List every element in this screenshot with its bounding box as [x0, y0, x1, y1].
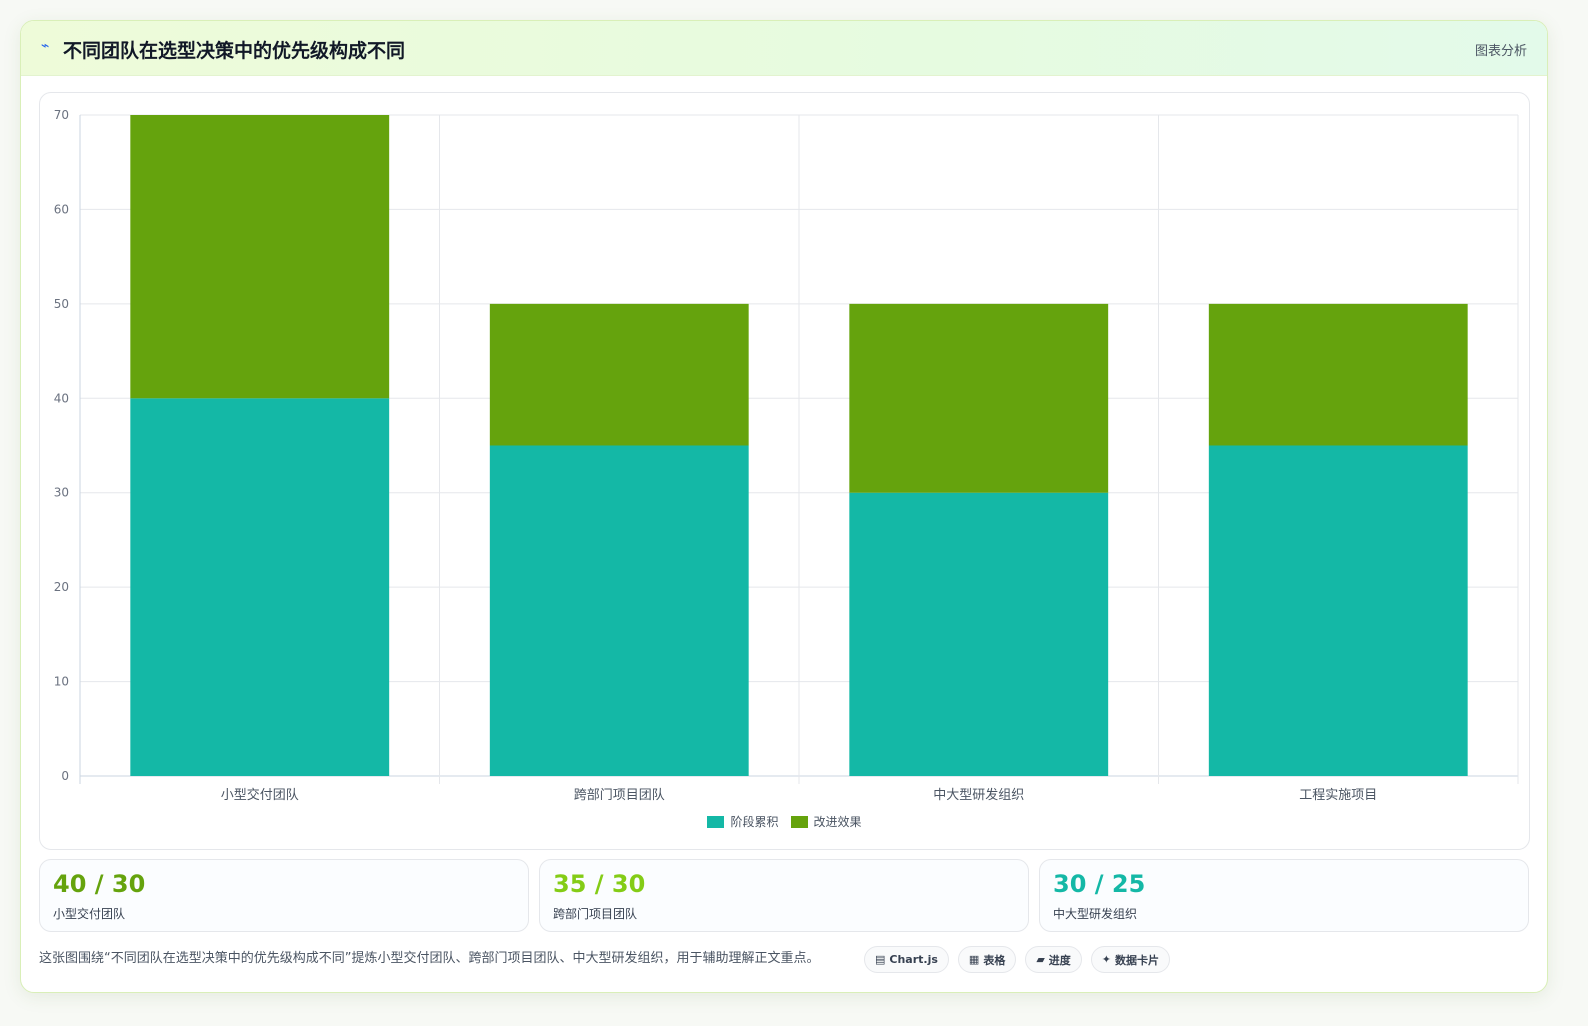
stat-value-1: 35 / 30 — [553, 870, 646, 898]
stat-card-1: 35 / 30 跨部门项目团队 — [539, 859, 1029, 932]
sparkle-icon: ✦ — [1101, 953, 1112, 966]
progress-icon: ▰ — [1036, 953, 1045, 966]
chip-label: 表格 — [983, 953, 1006, 967]
tag-chips: ▤ Chart.js ▦ 表格 ▰ 进度 ✦ 数据卡片 — [864, 946, 1171, 973]
legend-swatch-series-0 — [707, 815, 725, 828]
legend-item-series-1[interactable]: 改进效果 — [790, 813, 862, 830]
card-header: ⌁ 不同团队在选型决策中的优先级构成不同 图表分析 — [21, 21, 1547, 76]
y-tick-label: 20 — [54, 580, 69, 594]
chip-progress[interactable]: ▰ 进度 — [1025, 946, 1082, 973]
bar-1-3 — [1208, 303, 1468, 446]
stat-label-0: 小型交付团队 — [53, 907, 126, 921]
stat-value-2: 30 / 25 — [1053, 870, 1146, 898]
bar-1-2 — [849, 303, 1109, 493]
chart-icon: ▤ — [875, 953, 886, 966]
bar-1-0 — [130, 115, 390, 399]
legend-label-series-0: 阶段累积 — [730, 815, 779, 829]
y-tick-label: 40 — [54, 391, 69, 405]
chip-label: 数据卡片 — [1115, 953, 1160, 967]
y-tick-label: 70 — [54, 108, 69, 122]
chart-panel: 0 10 20 30 40 50 60 70 小型交付团队 跨部门项目团队 中大型研发组织 工程实施项… — [39, 92, 1530, 850]
legend-label-series-1: 改进效果 — [813, 815, 862, 829]
stat-label-2: 中大型研发组织 — [1053, 907, 1138, 921]
stat-value-0: 40 / 30 — [53, 870, 146, 898]
page-title: 不同团队在选型决策中的优先级构成不同 — [63, 40, 406, 62]
bar-0-3 — [1208, 445, 1468, 776]
chart-icon: ⌁ — [41, 38, 50, 54]
chart-card: ⌁ 不同团队在选型决策中的优先级构成不同 图表分析 0 10 20 30 40 50 60 7… — [20, 20, 1548, 993]
y-tick-label: 10 — [54, 675, 69, 689]
chart-legend: 阶段累积 改进效果 — [40, 813, 1529, 830]
category-tag: 图表分析 — [1474, 44, 1527, 59]
stat-card-0: 40 / 30 小型交付团队 — [39, 859, 529, 932]
chip-data-card[interactable]: ✦ 数据卡片 — [1090, 946, 1171, 973]
x-tick-label: 小型交付团队 — [221, 787, 299, 803]
stat-label-1: 跨部门项目团队 — [553, 907, 638, 921]
y-tick-label: 30 — [54, 486, 69, 500]
x-tick-label: 工程实施项目 — [1299, 788, 1377, 803]
table-icon: ▦ — [968, 953, 980, 966]
y-tick-label: 0 — [61, 769, 69, 783]
bar-0-1 — [489, 445, 749, 776]
legend-swatch-series-1 — [790, 815, 808, 828]
chip-label: Chart.js — [889, 953, 938, 966]
y-tick-label: 50 — [54, 297, 69, 311]
legend-item-series-0[interactable]: 阶段累积 — [707, 813, 779, 830]
stacked-bar-chart: 0 10 20 30 40 50 60 70 小型交付团队 跨部门项目团队 中大型研发组织 工程实施项… — [54, 108, 1519, 803]
x-tick-label: 跨部门项目团队 — [574, 788, 665, 803]
bar-0-0 — [130, 398, 390, 776]
chip-table[interactable]: ▦ 表格 — [957, 946, 1017, 973]
x-tick-label: 中大型研发组织 — [933, 787, 1024, 803]
bar-1-1 — [489, 303, 749, 446]
stat-card-2: 30 / 25 中大型研发组织 — [1039, 859, 1529, 932]
chip-chartjs[interactable]: ▤ Chart.js — [864, 946, 949, 973]
y-tick-label: 60 — [54, 202, 69, 216]
chip-label: 进度 — [1048, 953, 1071, 967]
bar-0-2 — [849, 492, 1109, 776]
chart-description: 这张图围绕“不同团队在选型决策中的优先级构成不同”提炼小型交付团队、跨部门项目团… — [39, 951, 820, 966]
